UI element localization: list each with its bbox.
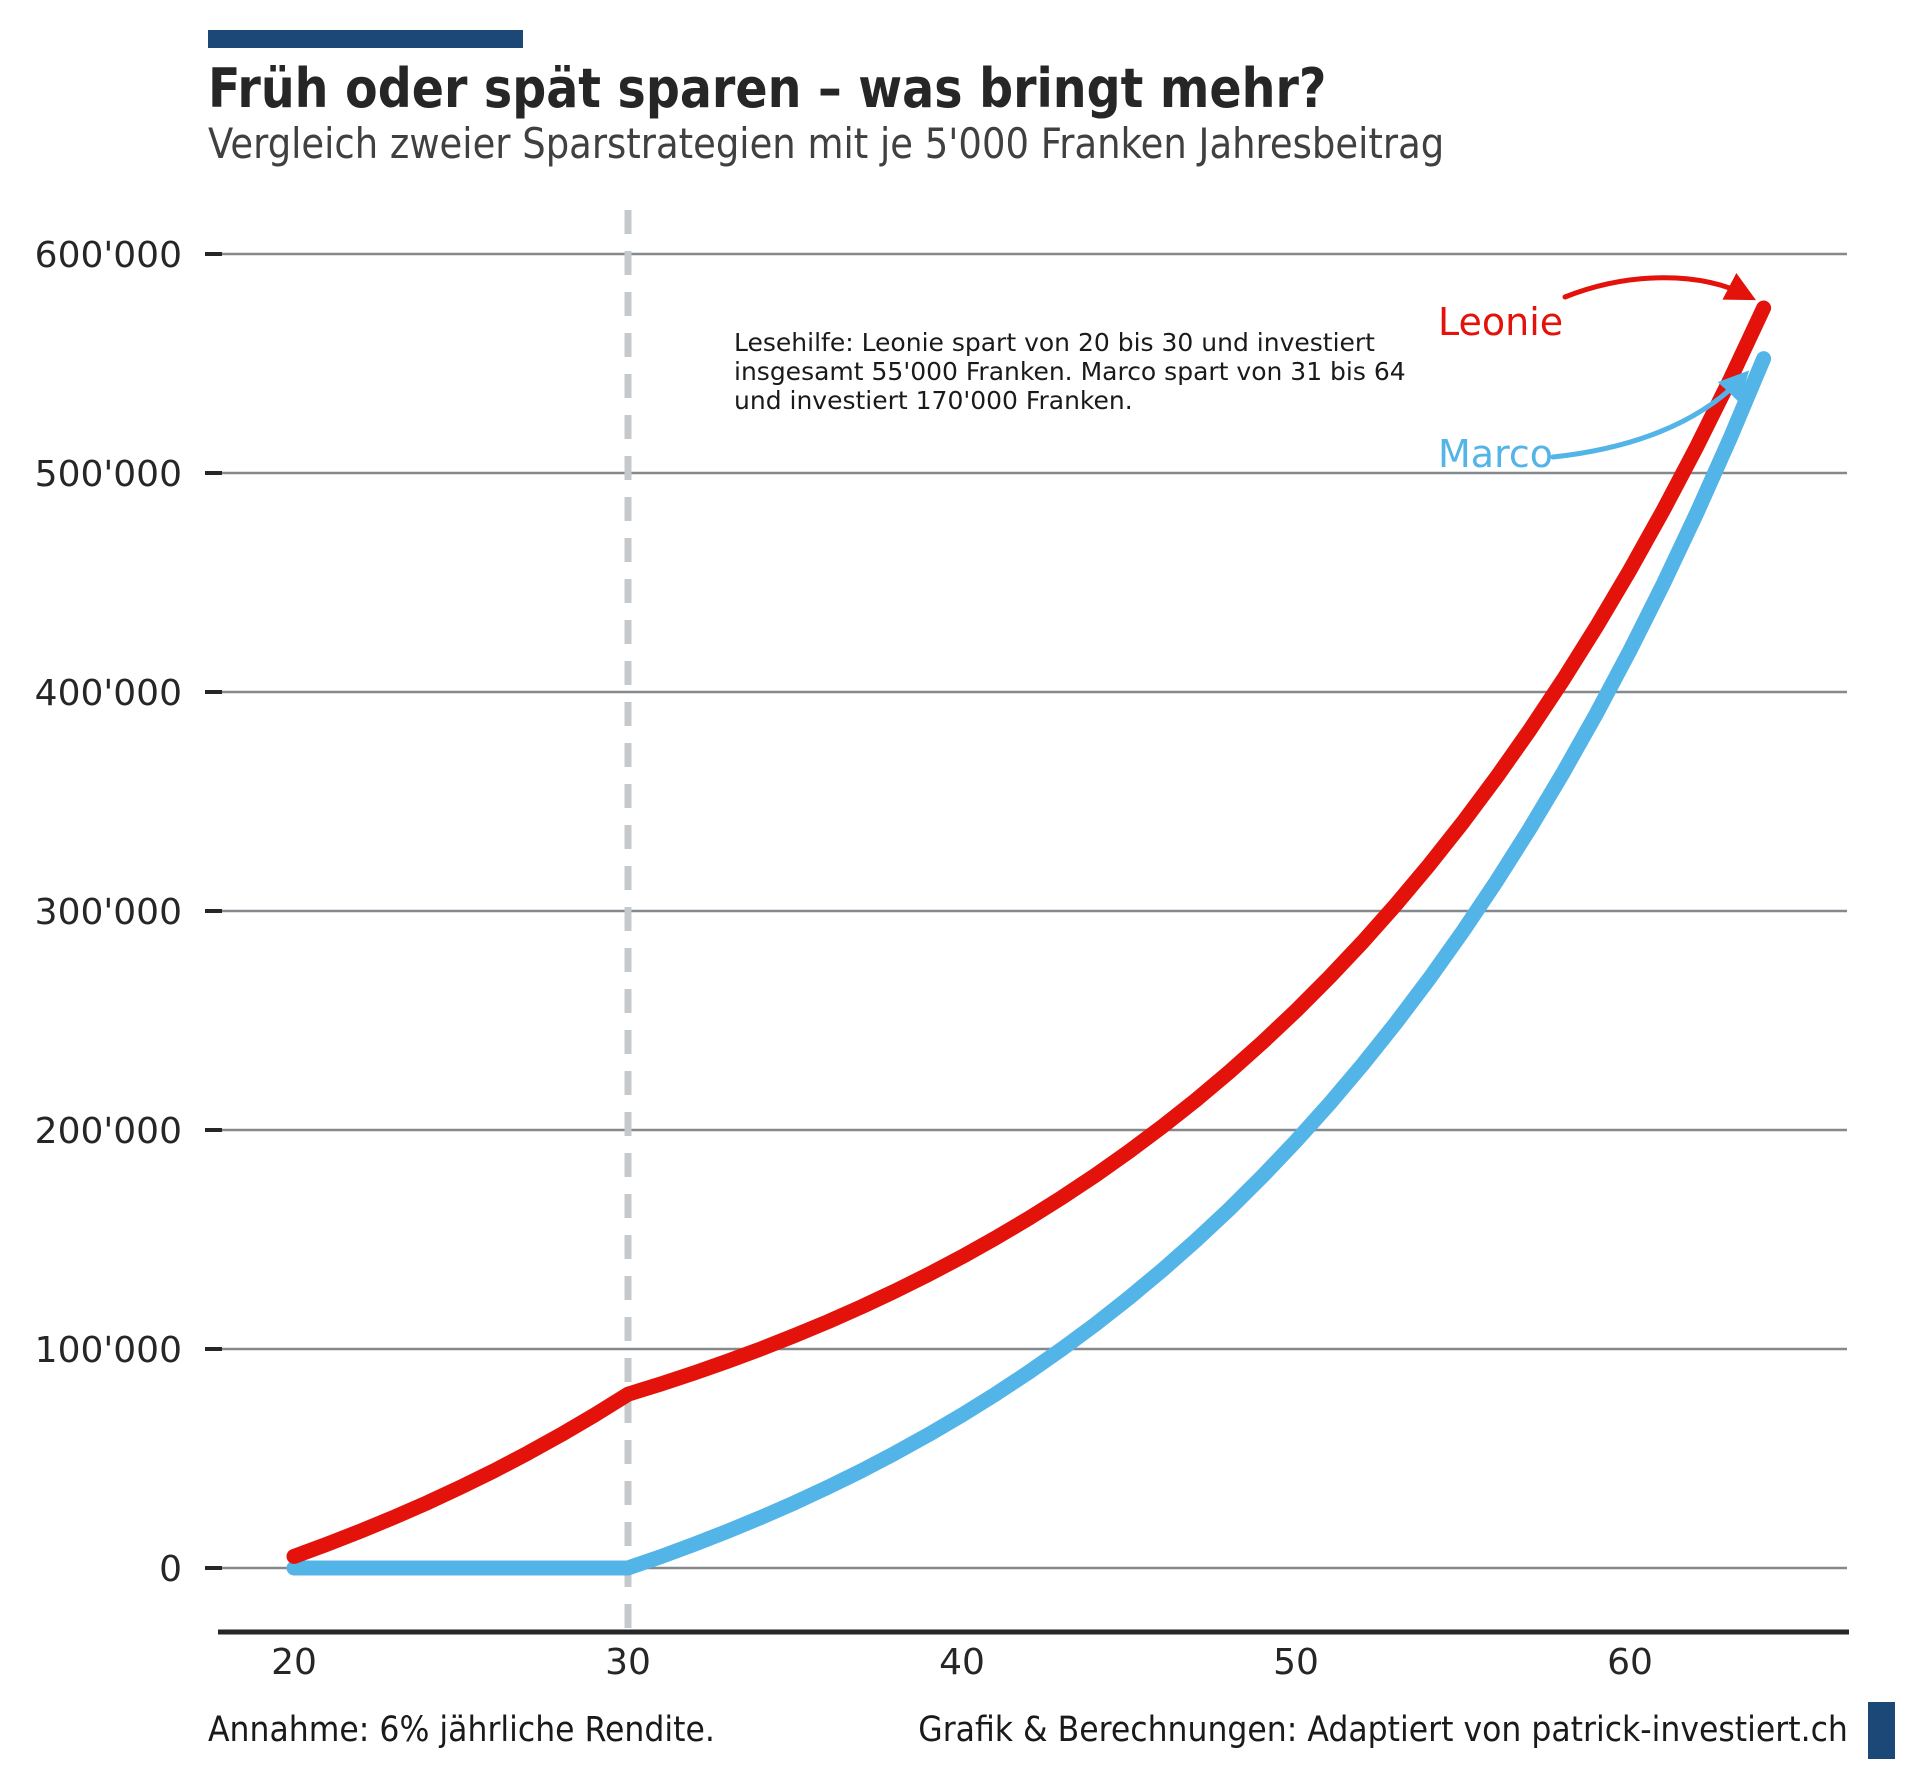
marco-series-label: Marco: [1438, 432, 1553, 476]
reading-aid-note: Lesehilfe: Leonie spart von 20 bis 30 un…: [734, 328, 1406, 415]
x-tick-label: 40: [939, 1642, 985, 1683]
chart-subtitle: Vergleich zweier Sparstrategien mit je 5…: [208, 119, 1445, 168]
y-tick-label: 500'000: [35, 454, 182, 495]
y-tick-label: 600'000: [35, 235, 182, 276]
x-tick-label: 20: [271, 1642, 317, 1683]
y-tick-label: 300'000: [35, 892, 182, 933]
gridlines-group: [205, 252, 1847, 1570]
leonie-callout-arrow: [1562, 273, 1756, 301]
marco-line: [286, 351, 1772, 1576]
assumption-note: Annahme: 6% jährliche Rendite.: [208, 1710, 715, 1750]
y-tick-label: 400'000: [35, 673, 182, 714]
x-tick-label: 30: [605, 1642, 651, 1683]
accent-bar-top: [208, 30, 523, 48]
source-credit: Grafik & Berechnungen: Adaptiert von pat…: [918, 1710, 1848, 1750]
chart-title: Früh oder spät sparen – was bringt mehr?: [208, 57, 1327, 120]
leonie-line: [286, 300, 1772, 1564]
series-lines-group: [286, 300, 1772, 1576]
tick-labels-group: 0 100'000 200'000 300'000 400'000 500'000 600'…: [35, 235, 1653, 1683]
x-tick-label: 60: [1607, 1642, 1653, 1683]
y-tick-label: 0: [159, 1549, 182, 1590]
reading-aid-line-1: Lesehilfe: Leonie spart von 20 bis 30 un…: [734, 328, 1375, 357]
x-tick-label: 50: [1273, 1642, 1319, 1683]
leonie-series-label: Leonie: [1438, 300, 1563, 344]
accent-bar-bottom: [1868, 1702, 1895, 1759]
y-tick-label: 200'000: [35, 1111, 182, 1152]
y-tick-label: 100'000: [35, 1330, 182, 1371]
reading-aid-line-3: und investiert 170'000 Franken.: [734, 386, 1133, 415]
reading-aid-line-2: insgesamt 55'000 Franken. Marco spart vo…: [734, 357, 1406, 386]
marco-callout-arrow: [1550, 370, 1750, 460]
